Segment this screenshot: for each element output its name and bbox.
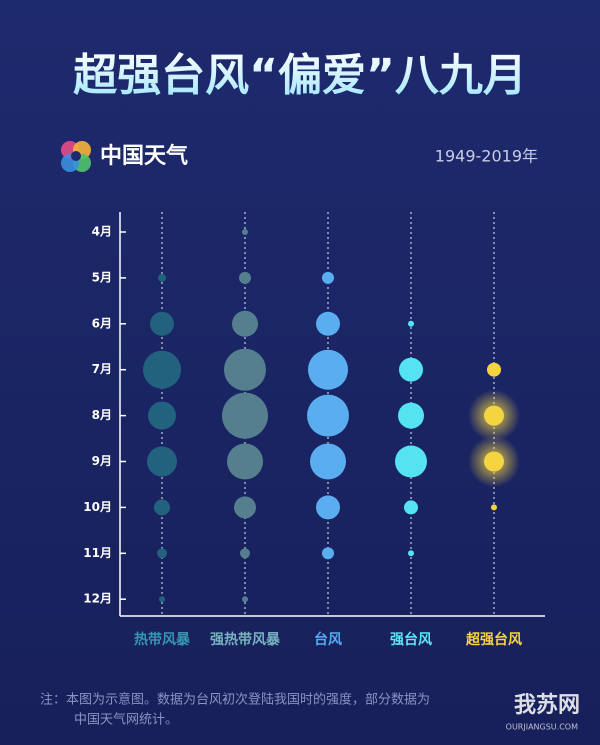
note-line: 注：本图为示意图。数据为台风初次登陆我国时的强度，部分数据为 — [40, 692, 430, 708]
bubble — [408, 550, 414, 557]
brand-logo — [61, 141, 91, 172]
watermark-name: 我苏网 — [514, 692, 580, 718]
bubble — [234, 496, 256, 519]
legend-label: 超强台风 — [465, 631, 522, 648]
bubble — [224, 348, 266, 391]
y-tick-label: 8月 — [92, 408, 112, 422]
y-tick-label: 12月 — [83, 592, 112, 606]
title: 超强台风“偏爱”八九月 — [73, 50, 527, 101]
bubble — [240, 548, 250, 559]
bubble — [316, 311, 340, 336]
bubble — [487, 362, 501, 377]
bubble — [307, 394, 349, 437]
bubble — [154, 499, 170, 516]
legend-label: 热带风暴 — [134, 631, 191, 648]
bubble — [227, 443, 263, 480]
y-tick-label: 4月 — [92, 225, 112, 239]
bubble — [222, 392, 268, 439]
subtitle: 1949-2019年 — [435, 147, 538, 166]
y-tick-label: 7月 — [92, 362, 112, 376]
bubble — [242, 229, 248, 235]
bubble — [150, 311, 174, 336]
bubble — [159, 596, 165, 603]
bubble — [232, 310, 258, 337]
y-tick-label: 11月 — [83, 546, 112, 560]
note-line: 中国天气网统计。 — [74, 712, 178, 728]
bubble — [157, 548, 167, 559]
brand-name: 中国天气 — [100, 143, 188, 169]
bubble — [147, 446, 177, 477]
legend-label: 强热带风暴 — [210, 631, 281, 648]
bubble — [143, 350, 181, 389]
bubble — [491, 504, 497, 511]
legend-label: 强台风 — [390, 631, 432, 648]
bubble — [404, 500, 418, 515]
bubble — [322, 271, 334, 284]
bubble — [242, 596, 248, 603]
bubble — [308, 349, 348, 390]
y-tick-label: 5月 — [92, 270, 112, 284]
bubble — [395, 445, 427, 478]
bubble — [408, 320, 414, 327]
legend-label: 台风 — [314, 631, 342, 648]
bubble — [310, 443, 346, 480]
bubble — [484, 405, 504, 426]
bubble — [399, 357, 423, 382]
bubble — [322, 547, 334, 560]
bubble — [484, 451, 504, 472]
y-tick-label: 10月 — [83, 500, 112, 514]
bubble — [398, 402, 424, 429]
watermark-url: OURJIANGSU.COM — [506, 723, 578, 732]
bubble — [158, 273, 166, 282]
bubble — [148, 401, 176, 430]
y-tick-label: 9月 — [92, 454, 112, 468]
bubble — [316, 495, 340, 520]
y-tick-label: 6月 — [92, 316, 112, 330]
bubble — [239, 271, 251, 284]
